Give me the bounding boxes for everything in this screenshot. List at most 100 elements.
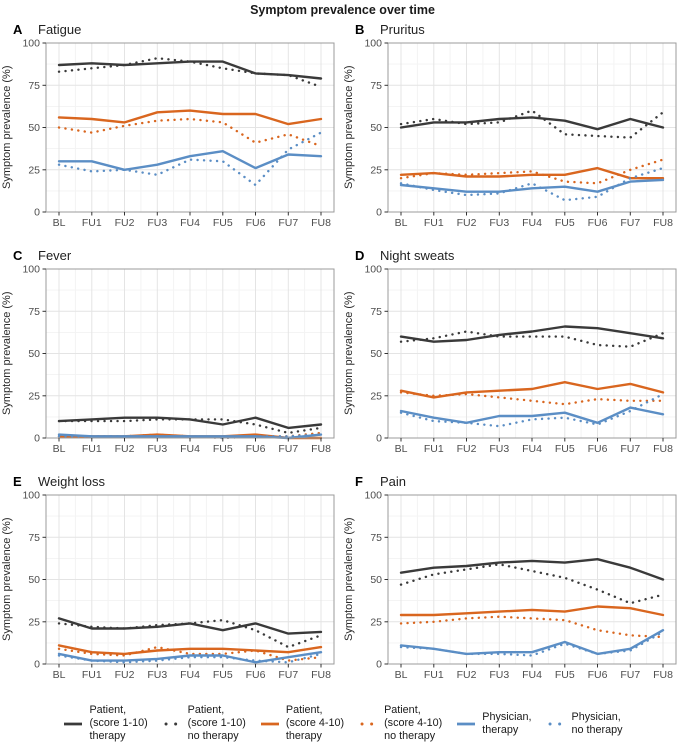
panel-letter: A	[13, 21, 23, 37]
svg-text:25: 25	[370, 616, 382, 628]
panel-body: Symptom prevalence (%) 0 25 50 75 100 BL FU1 FU…	[0, 38, 342, 234]
svg-text:75: 75	[28, 532, 40, 544]
legend-sample-dotted-line	[360, 722, 377, 726]
panel-header: A Fatigue	[0, 20, 342, 38]
svg-text:BL: BL	[53, 443, 66, 455]
svg-text:25: 25	[28, 390, 40, 402]
chart-pruritus: 0 25 50 75 100 BL FU1 FU2 FU3 FU4 FU5 FU6 FU7 FU8	[364, 38, 677, 229]
svg-text:FU7: FU7	[620, 217, 640, 229]
panel-title: Night sweats	[380, 247, 455, 263]
svg-text:50: 50	[28, 574, 40, 586]
svg-text:BL: BL	[53, 217, 66, 229]
svg-text:FU6: FU6	[588, 217, 608, 229]
y-axis-label: Symptom prevalence (%)	[1, 517, 13, 641]
svg-text:25: 25	[370, 164, 382, 176]
svg-text:FU3: FU3	[489, 217, 509, 229]
figure-title: Symptom prevalence over time	[250, 3, 435, 17]
svg-text:FU3: FU3	[147, 669, 167, 681]
y-axis-label: Symptom prevalence (%)	[1, 291, 13, 415]
legend-label: Patient, (score 4-10) therapy	[285, 704, 345, 743]
svg-text:FU3: FU3	[489, 669, 509, 681]
svg-text:50: 50	[28, 348, 40, 360]
svg-text:FU4: FU4	[522, 443, 542, 455]
svg-text:FU4: FU4	[180, 217, 200, 229]
panel-header: E Weight loss	[0, 472, 342, 490]
svg-text:FU6: FU6	[588, 443, 608, 455]
legend: Patient, (score 1-10) therapy Patient, (s…	[0, 704, 685, 744]
svg-text:FU7: FU7	[278, 443, 298, 455]
panel-f-pain: F Pain Symptom prevalence (%) 0 25 50 75 100…	[342, 470, 685, 696]
y-axis-label: Symptom prevalence (%)	[343, 291, 355, 415]
svg-text:FU4: FU4	[522, 669, 542, 681]
svg-text:75: 75	[28, 306, 40, 318]
legend-label: Patient, (score 4-10) no therapy	[384, 704, 443, 743]
svg-text:FU1: FU1	[424, 217, 444, 229]
svg-text:FU5: FU5	[213, 217, 233, 229]
svg-text:FU5: FU5	[213, 669, 233, 681]
svg-text:FU1: FU1	[82, 443, 102, 455]
legend-sample-dotted-line	[548, 722, 564, 726]
panel-body: Symptom prevalence (%) 0 25 50 75 100 BL FU1 FU…	[342, 490, 685, 686]
svg-text:BL: BL	[395, 443, 408, 455]
svg-text:FU5: FU5	[213, 443, 233, 455]
panel-letter: B	[355, 21, 365, 37]
legend-sample-solid-line	[64, 722, 83, 726]
svg-text:FU8: FU8	[653, 669, 673, 681]
chart-fever: 0 25 50 75 100 BL FU1 FU2 FU3 FU4 FU5 FU6 FU7 FU8	[22, 264, 335, 455]
svg-text:BL: BL	[53, 669, 66, 681]
legend-label: Patient, (score 1-10) no therapy	[187, 704, 246, 743]
panel-c-fever: C Fever Symptom prevalence (%) 0 25 50 75 10…	[0, 244, 342, 470]
svg-text:FU3: FU3	[147, 217, 167, 229]
svg-text:FU6: FU6	[246, 443, 266, 455]
svg-text:100: 100	[364, 490, 382, 502]
svg-text:75: 75	[370, 80, 382, 92]
svg-text:FU7: FU7	[620, 669, 640, 681]
svg-text:FU5: FU5	[555, 669, 575, 681]
svg-text:75: 75	[370, 532, 382, 544]
panel-title: Fatigue	[38, 21, 82, 37]
panel-a-fatigue: A Fatigue Symptom prevalence (%) 0 25 50 75…	[0, 18, 342, 244]
legend-item: Physician, therapy	[455, 710, 532, 737]
panel-b-pruritus: B Pruritus Symptom prevalence (%) 0 25 50 7…	[342, 18, 685, 244]
svg-text:75: 75	[370, 306, 382, 318]
legend-item: Patient, (score 4-10) no therapy	[357, 704, 442, 744]
svg-text:100: 100	[22, 490, 40, 502]
legend-label: Physician, therapy	[482, 710, 532, 736]
svg-text:0: 0	[34, 433, 40, 445]
svg-text:0: 0	[376, 433, 382, 445]
svg-text:FU2: FU2	[115, 669, 135, 681]
svg-text:25: 25	[28, 164, 40, 176]
panel-d-night-sweats: D Night sweats Symptom prevalence (%) 0 2…	[342, 244, 685, 470]
svg-text:FU1: FU1	[424, 443, 444, 455]
svg-text:FU6: FU6	[588, 669, 608, 681]
panels-grid: A Fatigue Symptom prevalence (%) 0 25 50 75…	[0, 18, 685, 696]
svg-text:100: 100	[364, 264, 382, 276]
y-axis-label: Symptom prevalence (%)	[343, 517, 355, 641]
svg-text:0: 0	[376, 659, 382, 671]
svg-text:25: 25	[370, 390, 382, 402]
svg-text:0: 0	[34, 207, 40, 219]
svg-text:BL: BL	[395, 217, 408, 229]
svg-text:75: 75	[28, 80, 40, 92]
panel-body: Symptom prevalence (%) 0 25 50 75 100 BL FU1 FU…	[0, 490, 342, 686]
legend-item: Patient, (score 1-10) therapy	[62, 704, 148, 744]
legend-sample-solid-line	[457, 722, 476, 726]
svg-text:FU7: FU7	[620, 443, 640, 455]
svg-text:FU8: FU8	[311, 217, 331, 229]
svg-text:FU5: FU5	[555, 217, 575, 229]
chart-fatigue: 0 25 50 75 100 BL FU1 FU2 FU3 FU4 FU5 FU6 FU7 FU8	[22, 38, 335, 229]
legend-item: Patient, (score 4-10) therapy	[259, 704, 344, 744]
svg-text:0: 0	[34, 659, 40, 671]
svg-text:FU4: FU4	[180, 669, 200, 681]
svg-text:FU4: FU4	[522, 217, 542, 229]
svg-text:FU2: FU2	[457, 443, 477, 455]
panel-header: B Pruritus	[342, 20, 685, 38]
panel-title: Pain	[380, 473, 407, 489]
chart-pain: 0 25 50 75 100 BL FU1 FU2 FU3 FU4 FU5 FU6 FU7 FU8	[364, 490, 677, 681]
panel-header: D Night sweats	[342, 246, 685, 264]
panel-body: Symptom prevalence (%) 0 25 50 75 100 BL FU1 FU…	[342, 264, 685, 460]
panel-letter: C	[13, 247, 23, 263]
chart-weight-loss: 0 25 50 75 100 BL FU1 FU2 FU3 FU4 FU5 FU6 FU7 FU8	[22, 490, 335, 681]
legend-sample-dotted-line	[164, 722, 181, 726]
svg-text:FU2: FU2	[115, 217, 135, 229]
